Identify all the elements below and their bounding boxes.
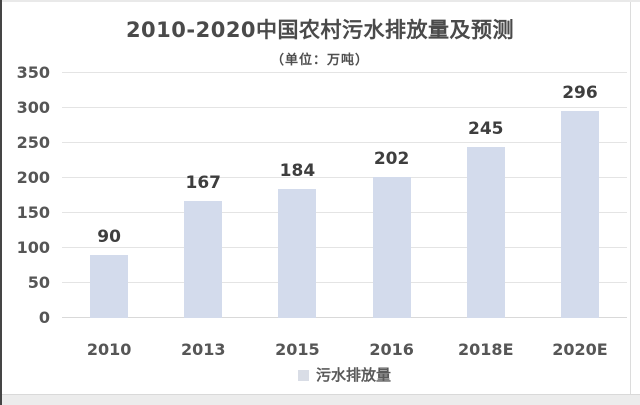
y-axis-tick-label: 0 [38, 308, 50, 327]
bar-value-label: 296 [562, 82, 598, 103]
bar [466, 146, 505, 318]
bar [560, 110, 599, 318]
bar-column: 90 [62, 73, 156, 318]
chart-subtitle: （单位：万吨） [270, 53, 369, 68]
x-axis-label: 2020E [552, 340, 608, 359]
gridline [62, 142, 627, 143]
plot-area: 90 167 184 202 245 296 [62, 72, 627, 318]
bar-value-label: 245 [468, 118, 504, 139]
y-axis: 0 50 100 150 200 250 300 350 [0, 65, 52, 326]
gridline [62, 282, 627, 283]
x-axis-label: 2010 [86, 340, 132, 359]
legend-label: 污水排放量 [315, 366, 391, 384]
frame-top-edge [0, 0, 640, 2]
gridline [62, 177, 627, 178]
gridline [62, 317, 627, 318]
gridline [62, 247, 627, 248]
bar-value-label: 167 [185, 173, 222, 194]
gridline [62, 212, 627, 213]
x-axis-label: 2016 [369, 340, 414, 359]
bar [278, 189, 317, 318]
legend: 污水排放量 [62, 368, 627, 383]
legend-swatch-icon [297, 370, 309, 381]
bar-series: 90 167 184 202 245 296 [62, 73, 627, 318]
frame-right-edge [630, 2, 631, 394]
x-axis-label: 2015 [275, 340, 320, 359]
gridline [62, 72, 627, 73]
y-axis-tick-label: 350 [16, 63, 50, 82]
x-axis-label: 2013 [180, 340, 226, 359]
bar [372, 176, 411, 318]
gridline [62, 107, 627, 108]
y-axis-tick-label: 150 [16, 203, 50, 222]
y-axis-tick-label: 100 [16, 238, 50, 257]
chart-title: 2010-2020中国农村污水排放量及预测 [125, 18, 515, 42]
y-axis-tick-label: 250 [16, 133, 50, 152]
y-axis-tick-label: 50 [27, 273, 50, 292]
y-axis-tick-label: 300 [16, 98, 50, 117]
bar-value-label: 184 [279, 161, 316, 182]
frame-left-edge [0, 0, 2, 405]
bar [184, 201, 223, 318]
x-axis-label: 2018E [458, 340, 514, 359]
y-axis-tick-label: 200 [16, 168, 50, 187]
x-axis: 2010 2013 2015 2016 2018E 2020E [62, 342, 627, 358]
bar-column: 296 [533, 73, 627, 318]
frame-bottom-strip [0, 394, 640, 405]
bar-column: 202 [345, 73, 439, 318]
bar-column: 167 [156, 73, 250, 318]
bar-column: 245 [439, 73, 533, 318]
bar [90, 255, 129, 318]
bar-value-label: 202 [373, 148, 410, 169]
bar-column: 184 [250, 73, 344, 318]
bar-value-label: 90 [97, 227, 121, 247]
